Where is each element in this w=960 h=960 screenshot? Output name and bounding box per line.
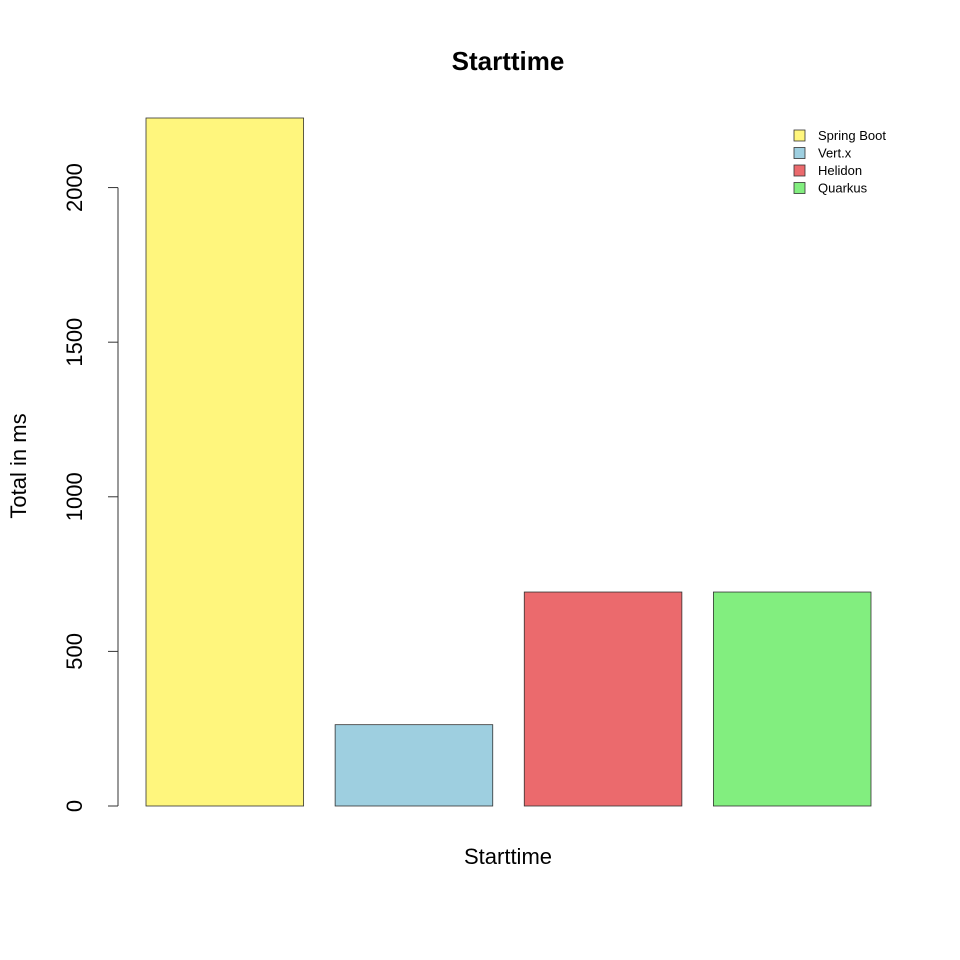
legend-label: Helidon <box>818 163 862 178</box>
y-axis: 0 500 1000 1500 2000 <box>62 163 119 812</box>
y-tick-label: 500 <box>62 633 87 670</box>
bar-vert-x <box>334 724 494 807</box>
legend-swatch <box>793 164 806 177</box>
y-axis-label: Total in ms <box>6 413 31 518</box>
legend: Spring Boot Vert.x Helidon Quarkus <box>793 128 886 196</box>
legend-swatch <box>793 129 806 142</box>
legend-swatch <box>793 147 806 159</box>
bar-quarkus <box>712 591 872 807</box>
chart-title: Starttime <box>452 46 565 76</box>
bar-spring-boot <box>145 117 305 807</box>
bar-helidon <box>523 591 683 807</box>
legend-swatch <box>793 182 806 194</box>
y-tick-label: 1000 <box>62 472 87 521</box>
y-tick-label: 2000 <box>62 163 87 212</box>
y-tick-label: 1500 <box>62 318 87 367</box>
legend-label: Spring Boot <box>818 128 886 143</box>
legend-label: Vert.x <box>818 146 852 161</box>
y-tick-label: 0 <box>62 800 87 812</box>
legend-label: Quarkus <box>818 181 868 196</box>
bars <box>145 117 872 807</box>
x-axis-label: Starttime <box>464 844 552 869</box>
